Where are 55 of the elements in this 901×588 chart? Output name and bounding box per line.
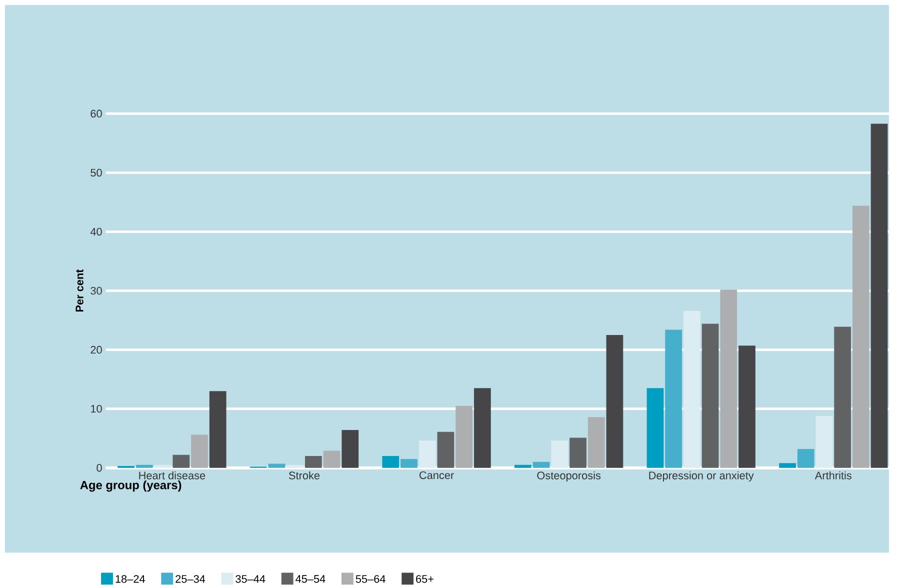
bar	[154, 464, 172, 468]
bar	[456, 406, 472, 468]
bar	[418, 440, 436, 468]
x-tick-label: Arthritis	[814, 471, 852, 480]
bar	[304, 456, 322, 468]
bar	[532, 462, 550, 468]
bar	[323, 450, 340, 468]
bar	[172, 454, 190, 468]
bar	[209, 391, 226, 468]
bar	[588, 416, 605, 468]
legend-label: 35–44	[236, 575, 266, 583]
x-tick-label: Heart disease	[139, 471, 206, 480]
bar	[136, 464, 153, 468]
x-tick-label: Depression or anxiety	[649, 471, 754, 482]
legend-label: 55–64	[356, 575, 386, 583]
bar	[834, 326, 851, 468]
legend-label: 45–54	[296, 575, 326, 583]
bar	[191, 434, 208, 468]
bar	[797, 448, 814, 468]
bar	[268, 464, 286, 468]
x-tick-label: Cancer	[420, 471, 454, 479]
y-tick-label: 30	[90, 286, 102, 295]
bar	[702, 324, 719, 468]
y-tick-label: 60	[90, 110, 102, 118]
bar	[870, 124, 888, 468]
bar	[606, 334, 624, 468]
legend-label: 65+	[416, 575, 434, 583]
x-tick-label: Osteoporosis	[537, 471, 601, 482]
bar	[400, 458, 418, 468]
y-tick-label: 50	[90, 168, 102, 176]
y-tick-label: 0	[96, 464, 102, 472]
bar	[720, 289, 738, 468]
bar	[474, 388, 491, 468]
bar	[551, 440, 568, 468]
y-tick-label: 10	[91, 404, 102, 413]
bar	[570, 438, 586, 468]
legend-label: 18–24	[116, 575, 145, 583]
bar	[437, 432, 454, 468]
bar	[852, 206, 870, 468]
bar	[816, 416, 833, 468]
bar	[779, 463, 796, 468]
bar	[514, 464, 532, 468]
y-tick-label: 20	[90, 346, 102, 354]
y-axis-title: Per cent	[76, 269, 84, 312]
legend-label: 25–34	[176, 575, 206, 583]
bar	[738, 346, 756, 468]
x-tick-label: Stroke	[288, 471, 320, 480]
bar	[683, 310, 700, 468]
bar	[665, 330, 682, 468]
bar	[286, 464, 304, 468]
bar	[342, 430, 359, 468]
legend-title: Age group (years)	[80, 480, 182, 492]
bar	[382, 456, 400, 468]
bar	[646, 388, 664, 468]
y-tick-label: 40	[90, 228, 102, 236]
